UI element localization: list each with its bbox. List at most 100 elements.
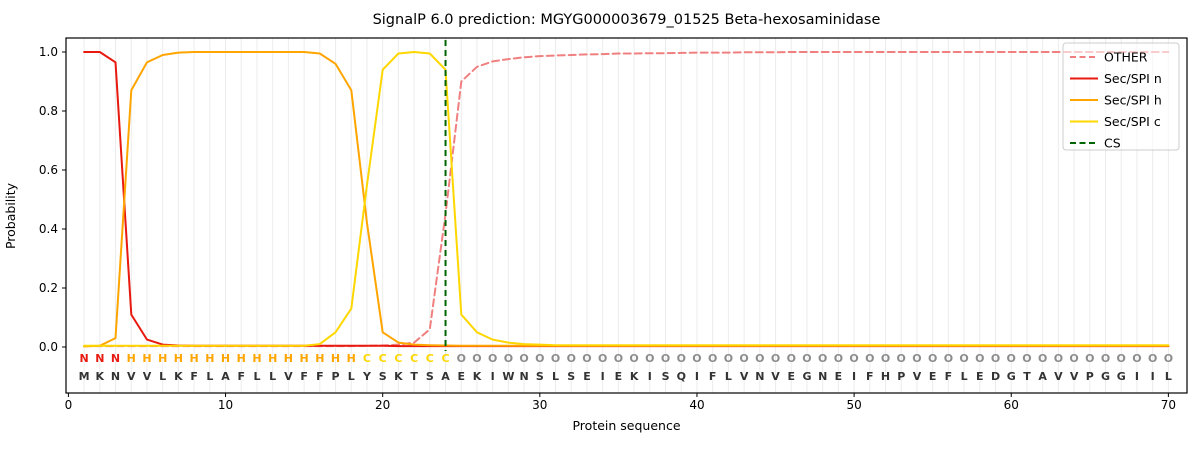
sequence-letter: F xyxy=(316,370,324,383)
region-letter: O xyxy=(802,352,811,365)
region-letter: H xyxy=(205,352,214,365)
region-letter: C xyxy=(426,352,434,365)
sequence-letter: N xyxy=(755,370,764,383)
region-letter: O xyxy=(959,352,968,365)
sequence-letter: W xyxy=(502,370,514,383)
region-letter: O xyxy=(755,352,764,365)
sequence-letter: V xyxy=(127,370,136,383)
region-letter: O xyxy=(834,352,843,365)
sequence-letter: E xyxy=(583,370,591,383)
region-letter: C xyxy=(394,352,402,365)
sequence-letter: F xyxy=(709,370,717,383)
region-letter: O xyxy=(1117,352,1126,365)
region-letter: H xyxy=(127,352,136,365)
sequence-letter: Y xyxy=(362,370,372,383)
sequence-letter: K xyxy=(394,370,403,383)
region-letter: O xyxy=(1164,352,1173,365)
sequence-letter: T xyxy=(1023,370,1031,383)
x-tick-label: 10 xyxy=(218,398,233,412)
region-letter: O xyxy=(1022,352,1031,365)
y-axis-label: Probability xyxy=(3,182,18,249)
sequence-letter: Q xyxy=(677,370,686,383)
sequence-letter: E xyxy=(976,370,984,383)
sequence-letter: P xyxy=(897,370,905,383)
region-letter: O xyxy=(849,352,858,365)
sequence-letter: P xyxy=(332,370,340,383)
region-letter: O xyxy=(991,352,1000,365)
sequence-letter: S xyxy=(379,370,387,383)
legend-label: Sec/SPI c xyxy=(1104,114,1161,129)
curve-sec-spi-n xyxy=(83,51,1170,348)
sequence-letter: S xyxy=(567,370,575,383)
curve-sec-spi-h xyxy=(83,51,1170,348)
sequence-letter: I xyxy=(695,370,699,383)
region-letter: C xyxy=(410,352,418,365)
sequence-letter: D xyxy=(991,370,1000,383)
x-axis-label: Protein sequence xyxy=(572,418,680,433)
sequence-letter: F xyxy=(300,370,308,383)
axes-border xyxy=(65,37,1188,394)
sequence-letter: S xyxy=(426,370,434,383)
region-letter: O xyxy=(535,352,544,365)
region-letter: O xyxy=(488,352,497,365)
curve-sec-spi-c xyxy=(83,51,1170,347)
sequence-letter: I xyxy=(491,370,495,383)
region-letter: O xyxy=(912,352,921,365)
region-letter: H xyxy=(252,352,261,365)
region-letter: O xyxy=(661,352,670,365)
sequence-letter: L xyxy=(961,370,968,383)
region-letter: H xyxy=(268,352,277,365)
sequence-letter: F xyxy=(190,370,198,383)
sequence-letter: L xyxy=(269,370,276,383)
gridlines xyxy=(83,38,1169,393)
sequence-letter: L xyxy=(348,370,355,383)
sequence-letter: G xyxy=(1007,370,1016,383)
region-letter: H xyxy=(331,352,340,365)
region-letter: O xyxy=(975,352,984,365)
region-letter: O xyxy=(708,352,717,365)
region-letter: O xyxy=(645,352,654,365)
sequence-letter: L xyxy=(725,370,732,383)
region-letter: H xyxy=(300,352,309,365)
sequence-letter: E xyxy=(457,370,465,383)
curve-other xyxy=(83,51,1170,348)
chart-title: SignalP 6.0 prediction: MGYG000003679_01… xyxy=(373,12,881,28)
sequence-letter: S xyxy=(662,370,670,383)
region-letter: O xyxy=(629,352,638,365)
region-letter: O xyxy=(739,352,748,365)
region-letter: H xyxy=(142,352,151,365)
region-letter: O xyxy=(1069,352,1078,365)
region-letter: O xyxy=(582,352,591,365)
sequence-letter: K xyxy=(630,370,639,383)
sequence-letter: L xyxy=(206,370,213,383)
region-letter: O xyxy=(1085,352,1094,365)
region-letter: O xyxy=(944,352,953,365)
sequence-letter: F xyxy=(945,370,953,383)
x-tick-label: 60 xyxy=(1004,398,1019,412)
y-tick-label: 1.0 xyxy=(39,45,58,59)
x-tick-label: 40 xyxy=(689,398,704,412)
y-tick-label: 0.6 xyxy=(39,163,58,177)
sequence-letter: L xyxy=(552,370,559,383)
region-letter: N xyxy=(111,352,120,365)
legend: OTHER Sec/SPI n Sec/SPI h Sec/SPI c CS xyxy=(1062,42,1180,151)
region-letter: O xyxy=(1054,352,1063,365)
sequence-letter: I xyxy=(601,370,605,383)
x-tick-label: 20 xyxy=(375,398,390,412)
region-letter: O xyxy=(472,352,481,365)
sequence-letter: N xyxy=(111,370,120,383)
region-letter: H xyxy=(190,352,199,365)
region-letter: H xyxy=(237,352,246,365)
sequence-letter: S xyxy=(536,370,544,383)
sequence-letter: V xyxy=(143,370,152,383)
region-letter: O xyxy=(865,352,874,365)
sequence-letter: I xyxy=(852,370,856,383)
region-letter: C xyxy=(379,352,387,365)
sequence-letter: I xyxy=(1135,370,1139,383)
legend-label: Sec/SPI n xyxy=(1104,71,1162,86)
sequence-letter: L xyxy=(1165,370,1172,383)
region-letter: O xyxy=(897,352,906,365)
sequence-letter: V xyxy=(913,370,922,383)
sequence-letter: V xyxy=(1070,370,1079,383)
